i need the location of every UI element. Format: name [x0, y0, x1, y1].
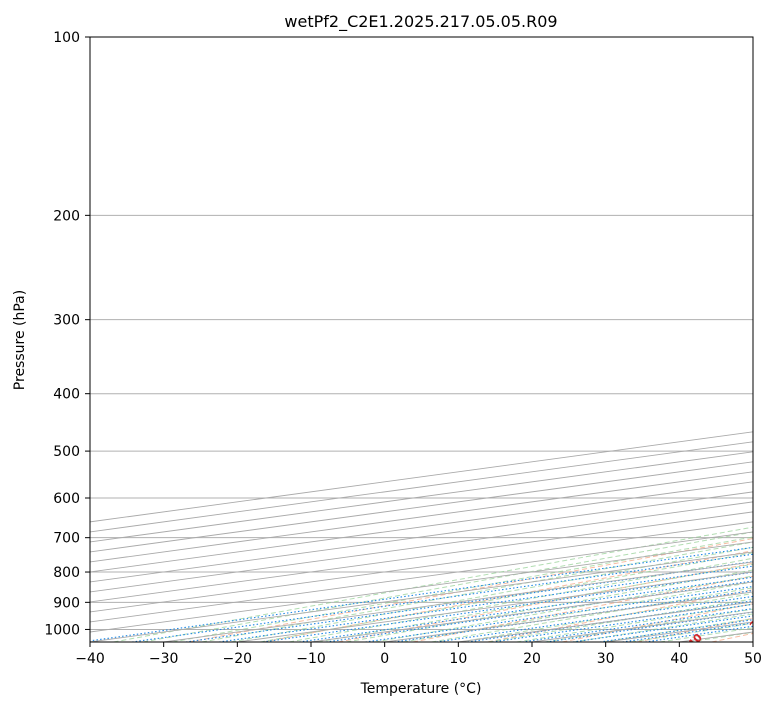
dry-adiabat [338, 562, 753, 642]
y-tick-label: 800 [53, 565, 80, 581]
y-tick-label: 200 [53, 208, 80, 224]
isotherm-label: 30 [747, 612, 767, 632]
dry-adiabat [263, 550, 753, 642]
isotherm-line [90, 491, 753, 583]
mixing-ratio-line [436, 595, 753, 642]
isotherm-line [605, 621, 753, 642]
isotherm-line [90, 481, 753, 573]
dry-adiabat [636, 617, 753, 642]
isotherm-line [90, 471, 753, 563]
plot-area: -100-90-80-70-60-50-40-30-20-10010203040… [90, 37, 767, 651]
mixing-ratio-line [492, 603, 753, 642]
isotherm-line [90, 511, 753, 603]
y-tick-label: 900 [53, 595, 80, 611]
moist-adiabat [660, 627, 753, 642]
x-tick-label: 20 [523, 651, 541, 667]
moist-adiabat [201, 541, 753, 642]
moist-adiabat [113, 526, 753, 642]
y-tick-label: 600 [53, 491, 80, 507]
isotherm-line [90, 541, 753, 633]
moist-adiabat [602, 618, 753, 642]
x-tick-label: −20 [223, 651, 253, 667]
mixing-ratio-line [185, 560, 753, 642]
mixing-ratio-line [218, 565, 753, 642]
moist-adiabat [260, 552, 753, 642]
y-tick-label: 300 [53, 313, 80, 329]
mixing-ratio-lines [90, 546, 753, 642]
isotherm-line [310, 581, 753, 642]
pressure-gridlines [90, 37, 753, 630]
moist-adiabat [459, 592, 753, 642]
x-tick-label: 30 [597, 651, 615, 667]
moist-adiabat [172, 536, 753, 642]
y-axis-ticks: 1000 900 800 700 600 500 400 300 200 100 [44, 30, 90, 638]
mixing-ratio-line [522, 608, 753, 642]
moist-adiabat [289, 557, 753, 642]
moist-adiabats [113, 526, 753, 642]
moist-adiabat [544, 608, 753, 642]
isotherm-line [90, 451, 753, 543]
x-tick-label: −30 [149, 651, 179, 667]
moist-adiabat [346, 569, 753, 642]
y-tick-label: 400 [53, 387, 80, 403]
moist-adiabat [431, 587, 753, 642]
dry-adiabat [711, 632, 753, 642]
x-axis-ticks: −40 −30 −20 −10 0 10 20 30 40 50 [75, 642, 762, 667]
x-tick-label: 50 [744, 651, 762, 667]
x-tick-label: −40 [75, 651, 105, 667]
y-tick-label: 700 [53, 531, 80, 547]
isotherm-line [90, 461, 753, 553]
y-tick-label: 500 [53, 444, 80, 460]
isotherm-label: 40 [685, 631, 705, 651]
moist-adiabat [143, 531, 753, 642]
x-axis-label: Temperature (°C) [360, 681, 482, 697]
x-tick-label: −10 [296, 651, 326, 667]
x-tick-label: 0 [380, 651, 389, 667]
plot-frame [89, 36, 754, 643]
isotherm-line [90, 501, 753, 593]
moist-adiabat [516, 603, 753, 642]
isotherm-line [90, 521, 753, 613]
moist-adiabat [317, 563, 753, 642]
mixing-ratio-line [467, 600, 753, 642]
y-tick-label: 100 [53, 30, 80, 46]
x-tick-label: 40 [670, 651, 688, 667]
dry-adiabat [562, 603, 753, 642]
moist-adiabat [573, 613, 753, 642]
isotherm-line [752, 641, 753, 642]
chart-title: wetPf2_C2E1.2025.217.05.05.R09 [284, 12, 557, 32]
y-axis-label: Pressure (hPa) [12, 290, 28, 390]
isotherm-line [384, 591, 753, 642]
isotherm-line [90, 531, 753, 623]
dry-adiabat [412, 575, 753, 642]
y-tick-label: 1000 [44, 622, 80, 638]
isotherms [90, 431, 753, 642]
x-tick-label: 10 [449, 651, 467, 667]
moist-adiabat [231, 546, 753, 642]
isotherm-line [531, 611, 753, 642]
moist-adiabat [488, 598, 753, 642]
